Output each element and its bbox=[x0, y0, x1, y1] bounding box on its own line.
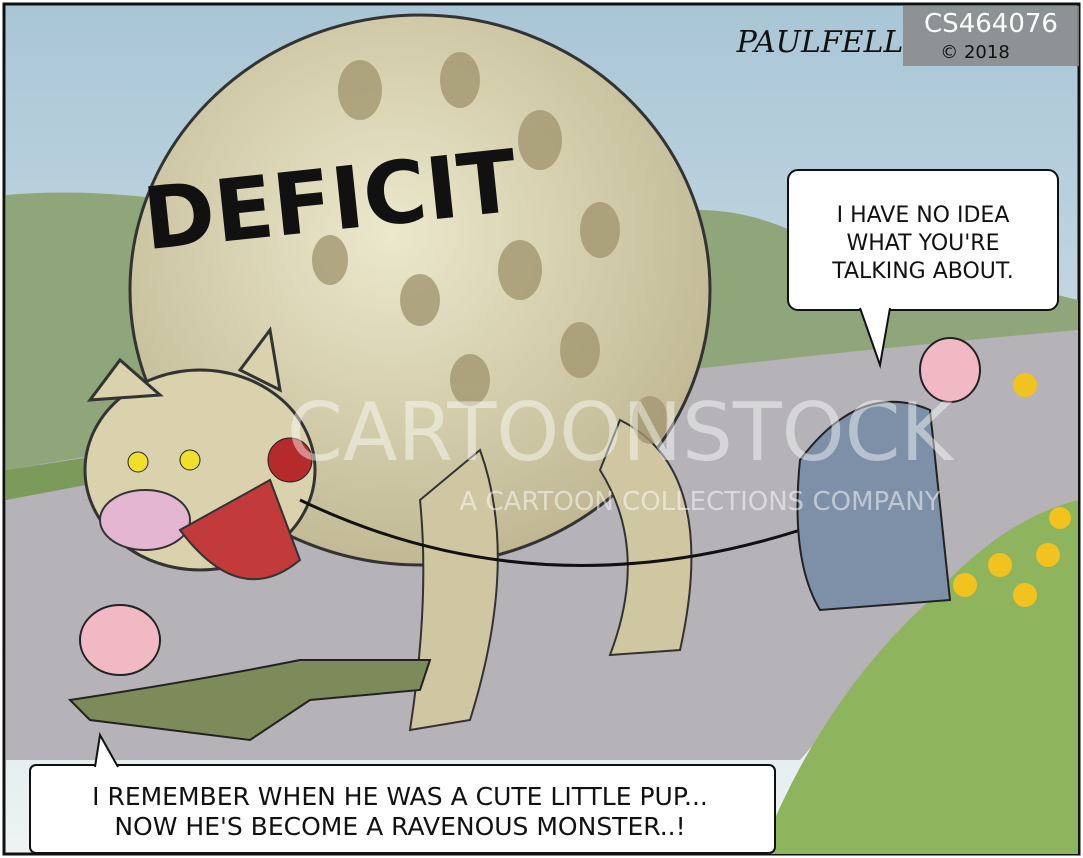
watermark-brand: CARTOONSTOCK bbox=[287, 386, 955, 479]
caption-line: NOW HE'S BECOME A RAVENOUS MONSTER..! bbox=[114, 812, 685, 841]
cartoon: DEFICIT I HAVE NO IDEA WHAT YOU'RE TALKI… bbox=[0, 0, 1083, 858]
stamp-copyright: © 2018 bbox=[940, 42, 1010, 63]
speech-line: TALKING ABOUT. bbox=[831, 259, 1013, 284]
stamp-code: CS464076 bbox=[924, 9, 1058, 39]
caption-line: I REMEMBER WHEN HE WAS A CUTE LITTLE PUP… bbox=[92, 782, 708, 811]
watermark-tagline: A CARTOON COLLECTIONS COMPANY bbox=[459, 487, 940, 517]
signature: PAULFELL bbox=[736, 25, 904, 60]
speech-line: I HAVE NO IDEA bbox=[837, 203, 1010, 228]
speech-line: WHAT YOU'RE bbox=[847, 231, 1000, 256]
